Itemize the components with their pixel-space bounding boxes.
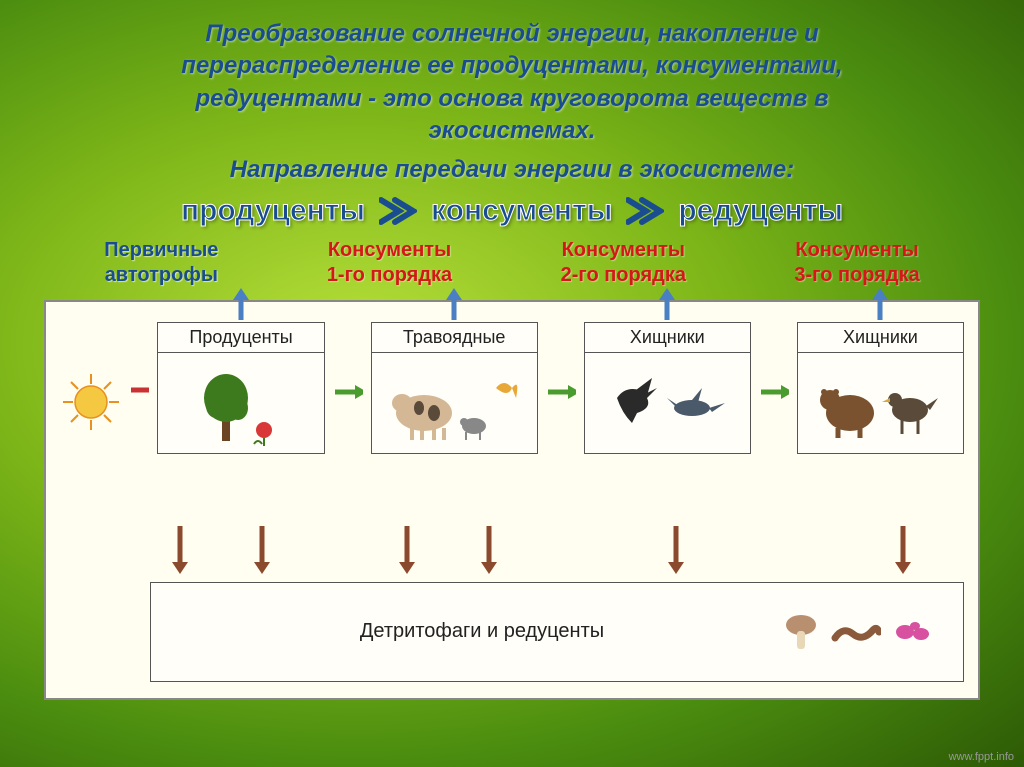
trophic-label-line: Консументы [327, 238, 452, 263]
trophic-box-title: Травоядные [372, 323, 537, 353]
detritus-arrow-icon [251, 524, 273, 574]
trophic-box: Продуценты [157, 322, 324, 454]
trophic-box-body [158, 353, 323, 453]
trophic-label-line: автотрофы [104, 263, 218, 288]
subtitle: Направление передачи энергии в экосистем… [30, 156, 994, 184]
energy-arrow-icon [546, 322, 576, 402]
heat-loss-arrow-icon [443, 288, 465, 322]
trophic-box: Травоядные [371, 322, 538, 454]
trophic-box-title: Хищники [585, 323, 750, 353]
trophic-box-body [798, 353, 963, 453]
detritus-arrow-icon [478, 524, 500, 574]
trophic-box-title: Продуценты [158, 323, 323, 353]
food-chain-diagram: Продуценты Травоядные Хищники Хищники Детри… [44, 300, 980, 700]
trophic-box-title: Хищники [798, 323, 963, 353]
detritus-arrow-icon [892, 524, 914, 574]
trophic-top-row: Продуценты Травоядные Хищники Хищники [60, 322, 964, 512]
heat-loss-arrow-icon [869, 288, 891, 322]
decomposers-box: Детритофаги и редуценты [150, 582, 964, 682]
decomposers-label: Детритофаги и редуценты [181, 620, 783, 643]
flow-consumers: консументы [431, 194, 612, 228]
bacteria-icon [893, 618, 933, 646]
mushroom-icon [783, 611, 819, 653]
trophic-label: Консументы3-го порядка [794, 238, 919, 288]
title-line-1: Преобразование солнечной энергии, накопл… [30, 18, 994, 50]
heat-loss-arrow-icon [656, 288, 678, 322]
title-block: Преобразование солнечной энергии, накопл… [30, 18, 994, 148]
trophic-box: Хищники [797, 322, 964, 454]
trophic-label-line: Консументы [794, 238, 919, 263]
sun-arrow-icon [129, 322, 149, 400]
title-line-4: экосистемах. [30, 115, 994, 147]
down-arrow-group [829, 524, 979, 574]
flow-arrow-icon [379, 196, 417, 226]
down-arrows-row [46, 524, 978, 574]
down-arrow-group [374, 524, 524, 574]
worm-icon [831, 620, 881, 644]
energy-arrow-icon [333, 322, 363, 402]
trophic-label-line: 3-го порядка [794, 263, 919, 288]
heat-loss-arrow-icon [230, 288, 252, 322]
down-arrow-group [146, 524, 296, 574]
detritus-arrow-icon [169, 524, 191, 574]
trophic-label-line: Первичные [104, 238, 218, 263]
title-line-3: редуцентами - это основа круговорота вещ… [30, 83, 994, 115]
trophic-box: Хищники [584, 322, 751, 454]
decomposer-icons [783, 611, 933, 653]
trophic-label-line: 2-го порядка [561, 263, 686, 288]
flow-producers: продуценты [181, 194, 365, 228]
energy-flow-row: продуценты консументы редуценты [30, 194, 994, 228]
trophic-label: Консументы1-го порядка [327, 238, 452, 288]
down-arrow-group [601, 524, 751, 574]
detritus-arrow-icon [665, 524, 687, 574]
detritus-arrow-icon [396, 524, 418, 574]
trophic-box-body [585, 353, 750, 453]
trophic-label: Первичныеавтотрофы [104, 238, 218, 288]
title-line-2: перераспределение ее продуцентами, консу… [30, 50, 994, 82]
energy-arrow-icon [759, 322, 789, 402]
trophic-label-line: Консументы [561, 238, 686, 263]
trophic-label: Консументы2-го порядка [561, 238, 686, 288]
flow-decomposers: редуценты [678, 194, 843, 228]
trophic-label-line: 1-го порядка [327, 263, 452, 288]
trophic-labels-row: ПервичныеавтотрофыКонсументы1-го порядка… [30, 238, 994, 288]
trophic-box-body [372, 353, 537, 453]
sun-icon [60, 322, 121, 432]
flow-arrow-icon [626, 196, 664, 226]
footer-url: www.fppt.info [949, 751, 1014, 763]
